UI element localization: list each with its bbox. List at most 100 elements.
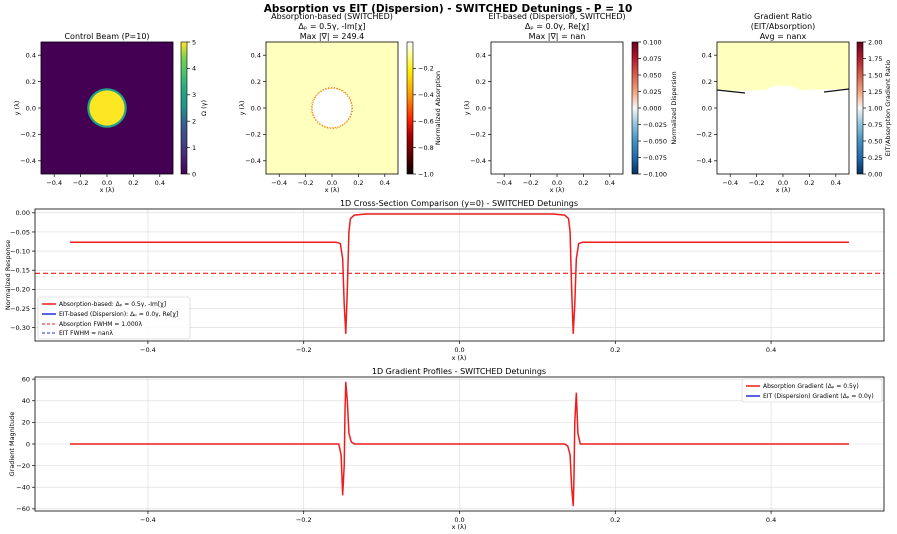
- x-tick-label: 0.4: [766, 346, 776, 354]
- y-tick-label: 40: [22, 397, 30, 405]
- gradient-y-ticks: 60 40 20 0 −20 −40 −60: [16, 375, 35, 513]
- panel1-disk: [89, 90, 124, 125]
- colorbar-tick-label: −0.075: [643, 154, 667, 162]
- y-tick-label: 0.0: [251, 104, 261, 112]
- y-tick-label: 20: [22, 419, 30, 427]
- cross-section-y-ticks: 0.00 −0.05 −0.10 −0.15 −0.20 −0.25 −0.30: [10, 209, 35, 332]
- colorbar-tick-label: −0.050: [643, 137, 667, 145]
- colorbar-tick-label: −0.6: [418, 118, 434, 126]
- colorbar-tick-label: 1.50: [868, 71, 882, 79]
- colorbar-tick-label: −0.4: [418, 91, 434, 99]
- colorbar-tick-label: −1.0: [418, 170, 434, 178]
- y-tick-label: −0.2: [696, 131, 712, 139]
- colorbar-tick-label: 0.00: [868, 170, 882, 178]
- panel2-disk: [312, 88, 352, 128]
- panel3-heatmap-background: [491, 42, 623, 174]
- gradient-title: 1D Gradient Profiles - SWITCHED Detuning…: [372, 367, 546, 376]
- colorbar-tick-label: 0.50: [868, 137, 882, 145]
- colorbar-tick-label: 0.100: [643, 38, 662, 46]
- gradient-ylabel: Gradient Magnitude: [8, 412, 16, 477]
- panel1-y-ticks: −0.4−0.20.00.20.4: [20, 52, 41, 166]
- x-tick-label: −0.2: [296, 516, 312, 524]
- panel3-title-line1: EIT-based (Dispersion, SWITCHED): [488, 12, 625, 21]
- panel2-ylabel: y (λ): [238, 101, 246, 116]
- panel2-title-line3: Max |∇| = 249.4: [300, 32, 365, 41]
- panel1-colorbar-label: Ω (γ): [200, 100, 208, 116]
- colorbar-tick-label: 0.025: [643, 88, 662, 96]
- colorbar-tick-label: 0: [192, 170, 196, 178]
- y-tick-label: −0.05: [10, 228, 30, 236]
- panel3-colorbar: [632, 42, 638, 174]
- x-tick-label: −0.4: [271, 179, 287, 187]
- x-tick-label: −0.4: [722, 179, 738, 187]
- y-tick-label: 0.00: [16, 209, 30, 217]
- x-tick-label: 0.4: [766, 516, 776, 524]
- y-tick-label: 60: [22, 375, 30, 383]
- colorbar-tick-label: 0.25: [868, 154, 882, 162]
- x-tick-label: 0.4: [155, 179, 165, 187]
- gradient-chart: 1D Gradient Profiles - SWITCHED Detuning…: [8, 367, 884, 531]
- colorbar-tick-label: 0.75: [868, 121, 882, 129]
- y-tick-label: −0.4: [20, 157, 36, 165]
- panel2-colorbar-label: Normalized Absorption: [434, 71, 442, 145]
- panel4-y-ticks: −0.4 −0.2 0.0 0.2 0.4: [696, 52, 717, 166]
- legend-eit-gradient: EIT (Dispersion) Gradient (Δₚ = 0.0γ): [763, 393, 874, 400]
- x-tick-label: −0.2: [523, 179, 539, 187]
- cross-section-legend: Absorption-based: Δₚ = 0.5γ, -Im[χ] EIT-…: [38, 297, 190, 339]
- x-tick-label: −0.4: [496, 179, 512, 187]
- panel2-title-line2: Δₚ = 0.5γ, -Im[χ]: [298, 22, 365, 31]
- colorbar-tick-label: 0.000: [643, 104, 662, 112]
- x-tick-label: −0.2: [73, 179, 89, 187]
- legend-eit: EIT-based (Dispersion): Δₚ = 0.0γ, Re[χ]: [59, 311, 178, 318]
- colorbar-tick-label: 4: [192, 65, 196, 73]
- y-tick-label: 0.2: [476, 78, 486, 86]
- panel4-title-line3: Avg = nanx: [760, 32, 807, 41]
- panel4-colorbar-ticks: 2.001.751.501.251.000.750.500.250.00: [863, 38, 882, 178]
- x-tick-label: 0.0: [454, 346, 464, 354]
- panel1-xlabel: x (λ): [100, 186, 115, 194]
- cross-section-x-ticks: −0.4 −0.2 0.0 0.2 0.4: [140, 341, 776, 354]
- x-tick-label: −0.2: [296, 346, 312, 354]
- y-tick-label: 0.4: [702, 52, 712, 60]
- y-tick-label: 0.4: [476, 52, 486, 60]
- y-tick-label: −60: [16, 505, 30, 513]
- panel3-title-line3: Max |∇| = nan: [529, 32, 586, 41]
- y-tick-label: 0.0: [702, 104, 712, 112]
- y-tick-label: −0.2: [245, 131, 261, 139]
- y-tick-label: −0.4: [245, 157, 261, 165]
- y-tick-label: −0.30: [10, 324, 30, 332]
- y-tick-label: 0.2: [26, 78, 36, 86]
- colorbar-tick-label: 2: [192, 118, 196, 126]
- panel3-title-line2: Δₚ = 0.0γ, Re[χ]: [525, 22, 589, 31]
- x-tick-label: 0.2: [804, 179, 814, 187]
- legend-absorption: Absorption-based: Δₚ = 0.5γ, -Im[χ]: [59, 301, 166, 308]
- colorbar-tick-label: 1.25: [868, 88, 882, 96]
- legend-eit-fwhm: EIT FWHM = nanλ: [59, 330, 113, 337]
- y-tick-label: 0: [26, 440, 30, 448]
- panel-eit: EIT-based (Dispersion, SWITCHED) Δₚ = 0.…: [463, 12, 678, 194]
- y-tick-label: 0.2: [251, 78, 261, 86]
- y-tick-label: −0.2: [470, 131, 486, 139]
- x-tick-label: 0.2: [353, 179, 363, 187]
- panel2-title-line1: Absorption-based (SWITCHED): [271, 12, 393, 21]
- y-tick-label: 0.4: [26, 52, 36, 60]
- colorbar-tick-label: −0.100: [643, 170, 667, 178]
- gradient-xlabel: x (λ): [452, 523, 467, 531]
- y-tick-label: 0.2: [702, 78, 712, 86]
- colorbar-tick-label: 1.00: [868, 104, 882, 112]
- cross-section-xlabel: x (λ): [452, 354, 467, 362]
- colorbar-tick-label: 3: [192, 91, 196, 99]
- y-tick-label: −0.2: [20, 131, 36, 139]
- y-tick-label: −0.20: [10, 286, 30, 294]
- x-tick-label: 0.4: [380, 179, 390, 187]
- colorbar-tick-label: 5: [192, 38, 196, 46]
- x-tick-label: 0.4: [831, 179, 841, 187]
- panel4-colorbar: [857, 42, 863, 174]
- panel4-colorbar-label: EIT/Absorption Gradient Ratio: [884, 60, 892, 157]
- y-tick-label: −20: [16, 462, 30, 470]
- panel4-title-line1: Gradient Ratio: [754, 12, 812, 21]
- x-tick-label: 0.2: [610, 516, 620, 524]
- panel2-colorbar: [407, 42, 413, 174]
- x-tick-label: 0.2: [578, 179, 588, 187]
